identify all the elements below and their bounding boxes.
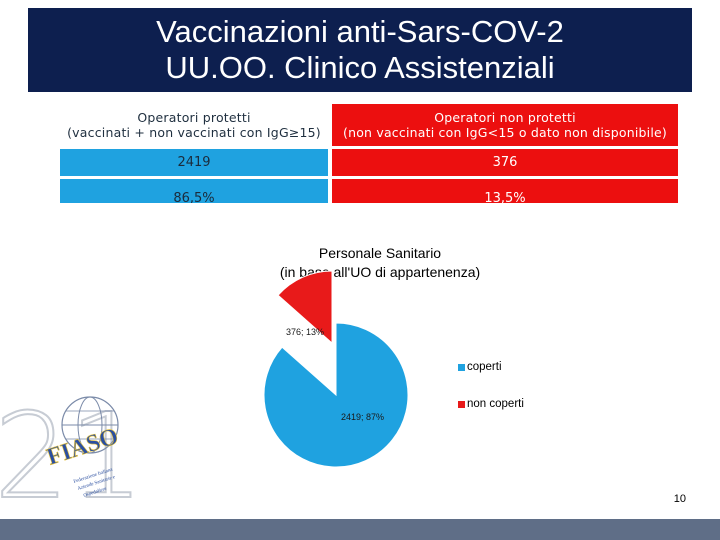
title-banner: Vaccinazioni anti-Sars-COV-2 UU.OO. Clin…	[28, 8, 692, 92]
legend-label-coperti: coperti	[467, 361, 502, 373]
cell-unprotected-count: 376	[332, 149, 678, 176]
legend-label-non-coperti: non coperti	[467, 398, 524, 410]
unprotected-count: 376	[492, 155, 518, 170]
protected-percent: 86,5%	[173, 191, 215, 203]
legend-swatch-coperti	[458, 363, 465, 371]
logo-number: 21	[0, 387, 140, 515]
header-protected-subtitle: (vaccinati + non vaccinati con IgG≥15)	[67, 125, 321, 140]
cell-protected-percent: 86,5%	[60, 179, 328, 203]
data-label-non-coperti: 376; 13%	[286, 327, 325, 337]
chart-title-line1: Personale Sanitario	[318, 245, 442, 261]
cell-unprotected-percent: 13,5%	[332, 179, 678, 203]
bottom-bar	[0, 519, 720, 540]
cell-protected-count: 2419	[60, 149, 328, 176]
data-label-coperti: 2419; 87%	[341, 412, 385, 422]
header-unprotected-title: Operatori non protetti	[434, 110, 576, 125]
header-protected-title: Operatori protetti	[137, 110, 251, 125]
legend-item-coperti: coperti	[458, 361, 502, 373]
slide-title-line2: UU.OO. Clinico Assistenziali	[165, 50, 555, 85]
unprotected-percent: 13,5%	[484, 191, 526, 203]
page-number: 10	[673, 493, 686, 505]
table-header-unprotected: Operatori non protetti (non vaccinati co…	[332, 104, 678, 146]
legend-item-non-coperti: non coperti	[458, 398, 524, 410]
table-header-protected: Operatori protetti (vaccinati + non vacc…	[60, 104, 328, 146]
chart-title-line2: (in base all'UO di appartenenza)	[279, 264, 481, 280]
protected-count: 2419	[177, 155, 211, 170]
slide-title-line1: Vaccinazioni anti-Sars-COV-2	[156, 14, 564, 49]
legend-swatch-non-coperti	[458, 400, 465, 408]
pie-slice-coperti	[263, 322, 409, 468]
header-unprotected-subtitle: (non vaccinati con IgG<15 o dato non dis…	[343, 125, 667, 140]
fiaso-logo: 21 FIASO Federazione Italiana Aziende Sa…	[0, 386, 140, 515]
globe-icon	[61, 396, 119, 454]
